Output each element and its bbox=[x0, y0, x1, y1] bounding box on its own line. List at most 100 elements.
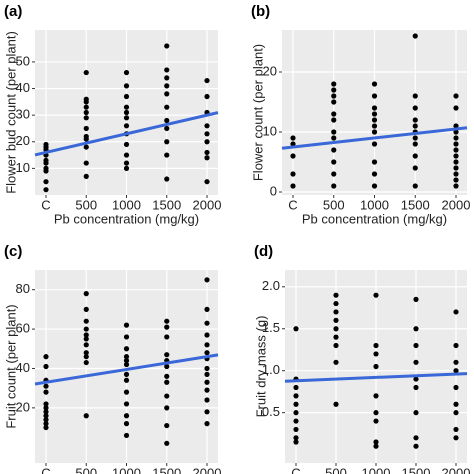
point bbox=[164, 373, 170, 379]
y-tick-label: 20 bbox=[16, 399, 30, 414]
point bbox=[123, 421, 130, 427]
point bbox=[204, 123, 210, 129]
point bbox=[371, 159, 378, 165]
point bbox=[204, 379, 210, 385]
point bbox=[331, 147, 337, 153]
point bbox=[164, 176, 170, 182]
point bbox=[290, 171, 296, 177]
x-tick-label: 1500 bbox=[401, 197, 430, 212]
x-tick-label: C bbox=[288, 197, 297, 212]
point bbox=[453, 368, 459, 374]
point bbox=[371, 105, 378, 111]
point bbox=[164, 75, 170, 81]
point bbox=[331, 99, 337, 105]
point bbox=[43, 157, 49, 164]
point bbox=[83, 109, 89, 116]
point bbox=[412, 123, 418, 129]
point bbox=[331, 87, 337, 93]
point bbox=[373, 439, 379, 445]
point bbox=[123, 115, 130, 121]
y-tick-label: 1.0 bbox=[262, 362, 280, 377]
point bbox=[43, 354, 49, 360]
point bbox=[83, 144, 89, 150]
point bbox=[331, 159, 337, 165]
point bbox=[373, 363, 379, 370]
point bbox=[371, 123, 378, 129]
point bbox=[293, 426, 299, 433]
trend-line bbox=[284, 372, 468, 383]
x-tick-label: 1500 bbox=[152, 465, 181, 474]
point bbox=[204, 131, 210, 137]
point bbox=[123, 104, 130, 110]
point bbox=[83, 306, 89, 312]
x-tick-label: C bbox=[291, 465, 300, 474]
point bbox=[164, 422, 170, 429]
point bbox=[123, 357, 130, 364]
point bbox=[204, 421, 210, 427]
point bbox=[123, 83, 130, 89]
point bbox=[331, 117, 337, 123]
point bbox=[293, 384, 299, 391]
x-tick-label: 1000 bbox=[112, 465, 141, 474]
point bbox=[123, 401, 130, 407]
point bbox=[371, 93, 378, 99]
point bbox=[164, 324, 170, 330]
point bbox=[373, 393, 379, 399]
point bbox=[371, 183, 378, 189]
y-tick-label: 10 bbox=[263, 123, 277, 138]
point bbox=[83, 413, 89, 419]
x-tick-label: C bbox=[41, 197, 50, 212]
y-tick-label: 30 bbox=[16, 107, 30, 122]
point bbox=[43, 141, 49, 148]
point bbox=[290, 153, 296, 159]
point bbox=[164, 379, 170, 385]
x-tick-label: 1000 bbox=[112, 197, 141, 212]
point bbox=[83, 318, 89, 324]
x-tick-label: 1500 bbox=[402, 465, 431, 474]
trend-line bbox=[281, 126, 468, 150]
y-tick-label: 10 bbox=[16, 160, 30, 175]
point bbox=[123, 152, 130, 158]
point bbox=[164, 83, 170, 89]
panel-label: (c) bbox=[4, 243, 22, 260]
point bbox=[164, 363, 170, 370]
point bbox=[43, 413, 49, 419]
point bbox=[413, 435, 419, 441]
y-tick-label: 40 bbox=[16, 80, 30, 95]
point bbox=[453, 384, 459, 391]
point bbox=[43, 363, 49, 370]
point bbox=[333, 326, 339, 332]
trend-line bbox=[34, 111, 219, 157]
panel-label: (b) bbox=[251, 3, 270, 20]
point bbox=[412, 93, 418, 99]
y-axis-title: Fruit count (per plant) bbox=[3, 304, 18, 428]
y-tick-label: 20 bbox=[16, 133, 30, 148]
point bbox=[413, 342, 419, 349]
point bbox=[204, 397, 210, 403]
y-tick-label: 0.5 bbox=[262, 404, 280, 419]
point bbox=[204, 387, 210, 393]
point bbox=[204, 149, 210, 156]
point bbox=[453, 177, 459, 183]
point bbox=[333, 309, 339, 315]
x-tick-label: 2000 bbox=[193, 197, 222, 212]
point bbox=[371, 171, 378, 177]
point bbox=[453, 123, 459, 129]
point bbox=[453, 426, 459, 433]
point bbox=[164, 125, 170, 132]
point bbox=[293, 401, 299, 407]
point bbox=[83, 359, 89, 366]
point bbox=[83, 354, 89, 360]
point bbox=[333, 334, 339, 340]
point bbox=[204, 139, 210, 145]
x-tick-label: 2000 bbox=[442, 197, 471, 212]
point bbox=[83, 173, 89, 179]
point bbox=[453, 359, 459, 365]
point bbox=[123, 123, 130, 129]
point bbox=[123, 93, 130, 100]
point bbox=[43, 405, 49, 411]
point bbox=[373, 351, 379, 357]
point bbox=[43, 417, 49, 423]
point bbox=[123, 69, 130, 76]
x-tick-label: 1000 bbox=[362, 465, 391, 474]
